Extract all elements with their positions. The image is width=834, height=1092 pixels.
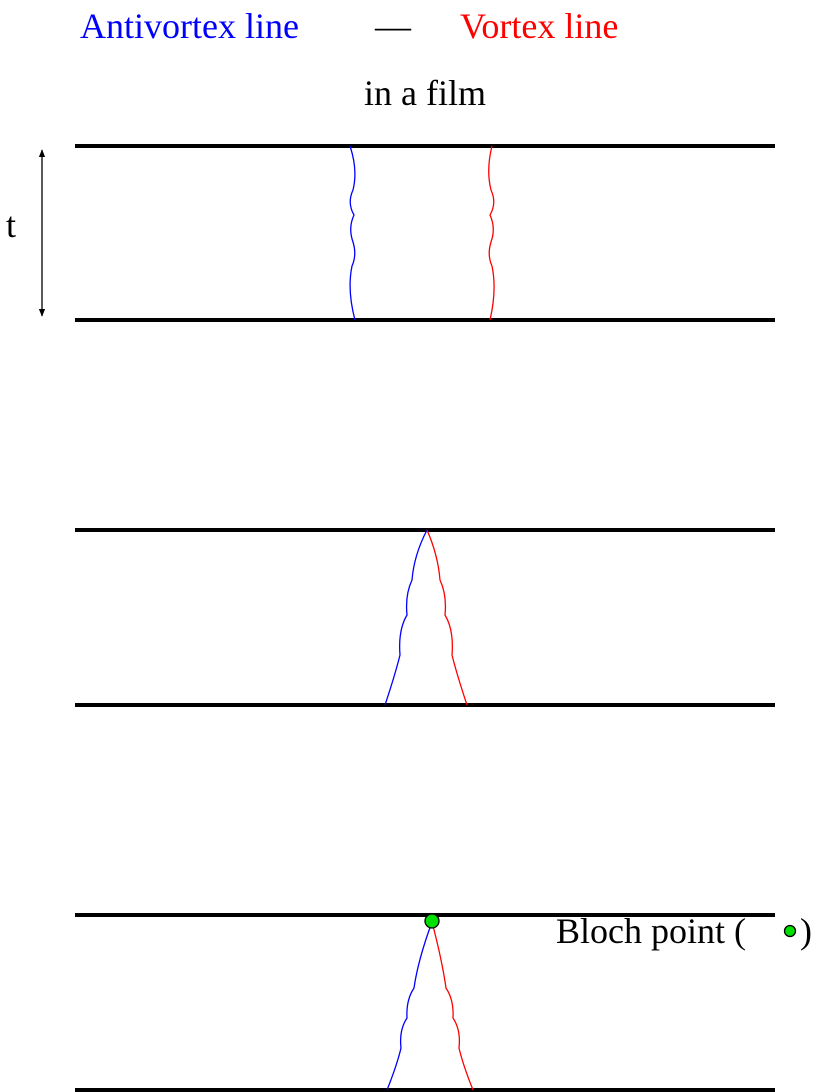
bloch-legend-dot (783, 924, 797, 938)
antivortex-line (349, 145, 356, 321)
thickness-label: t (6, 205, 16, 245)
subtitle: in a film (364, 73, 486, 113)
antivortex-title: Antivortex line (80, 6, 299, 46)
vortex-line (426, 529, 468, 706)
vortex-line (431, 921, 474, 1091)
vortex-title: Vortex line (460, 6, 618, 46)
bloch-label: Bloch point ( (556, 911, 746, 951)
bloch-point (424, 913, 440, 929)
vortex-line (488, 145, 495, 321)
antivortex-line (386, 921, 433, 1091)
title-separator: — (374, 6, 412, 46)
bloch-label-close: ) (800, 911, 812, 951)
antivortex-line (384, 529, 428, 706)
